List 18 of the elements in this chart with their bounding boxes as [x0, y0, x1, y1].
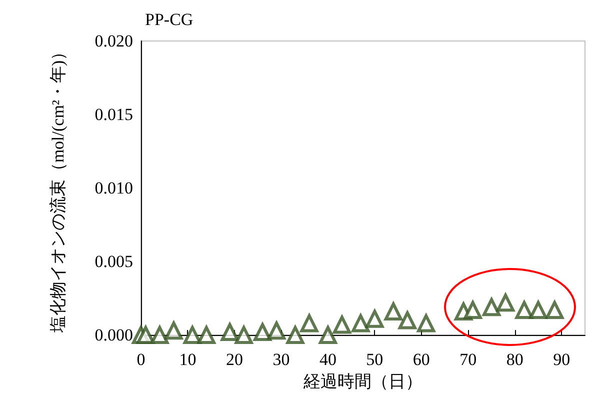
y-tick-label: 0.000: [94, 326, 133, 344]
y-tick-label: 0.005: [94, 252, 133, 271]
x-tick-label: 10: [179, 350, 196, 369]
y-tick-label: 0.015: [94, 105, 133, 124]
x-tick-label: 70: [460, 350, 477, 369]
x-tick-label: 80: [506, 350, 524, 369]
x-tick-label: 90: [553, 350, 570, 369]
y-axis-title: 塩化物イオンの流束（mol/(cm²・年)）: [48, 43, 68, 334]
chart-title: PP-CG: [145, 10, 194, 29]
y-tick-label: 0.010: [94, 178, 133, 198]
x-tick-label: 60: [412, 350, 430, 369]
x-tick-label: 50: [366, 350, 384, 369]
x-axis-title: 経過時間（日）: [302, 372, 422, 391]
x-tick-label: 0: [136, 350, 146, 369]
x-tick-label: 20: [226, 350, 243, 369]
x-tick-label: 40: [319, 350, 336, 369]
x-tick-label: 30: [272, 350, 290, 369]
y-tick-label: 0.020: [94, 32, 133, 50]
